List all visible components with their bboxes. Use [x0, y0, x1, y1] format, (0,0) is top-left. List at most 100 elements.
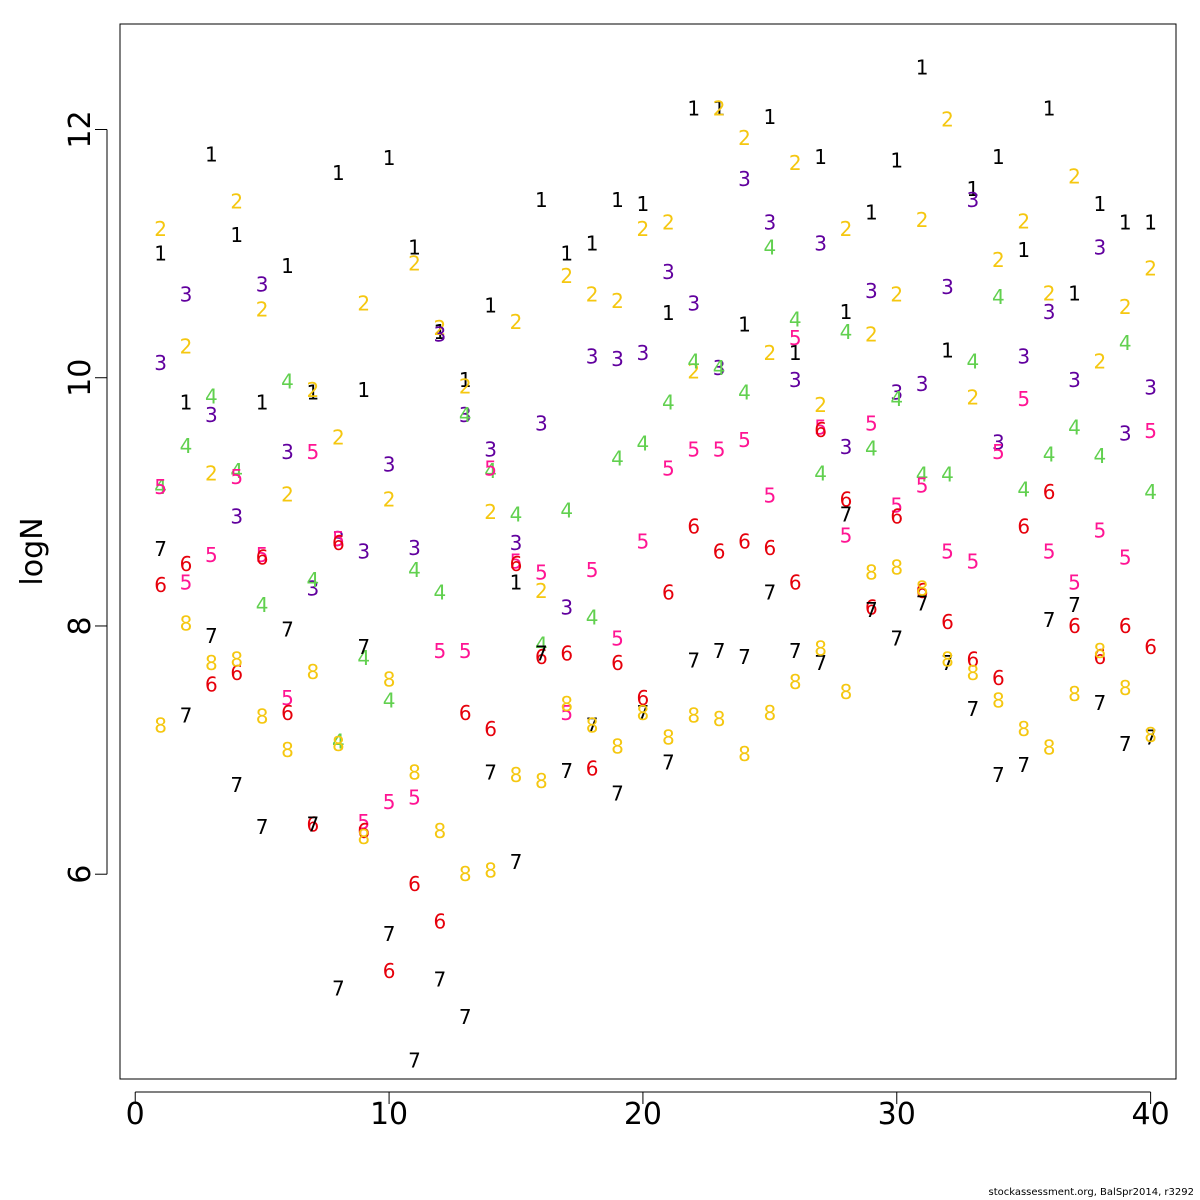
data-point-2: 2 — [840, 217, 853, 241]
data-point-6: 6 — [484, 717, 497, 741]
data-point-1: 1 — [1017, 238, 1030, 262]
data-point-2: 2 — [789, 151, 802, 175]
data-point-5: 5 — [484, 456, 497, 480]
data-point-1: 1 — [1144, 211, 1157, 235]
data-point-1: 1 — [510, 571, 523, 595]
data-point-2: 2 — [611, 289, 624, 313]
data-point-3: 3 — [154, 351, 167, 375]
data-point-2: 2 — [357, 291, 370, 315]
data-point-4: 4 — [814, 461, 827, 485]
data-point-8: 8 — [357, 825, 370, 849]
data-point-5: 5 — [510, 549, 523, 573]
data-point-3: 3 — [1093, 235, 1106, 259]
data-point-3: 3 — [459, 403, 472, 427]
data-point-5: 5 — [383, 790, 396, 814]
data-point-8: 8 — [1017, 717, 1030, 741]
data-point-4: 4 — [535, 633, 548, 657]
data-point-8: 8 — [789, 670, 802, 694]
data-point-7: 7 — [1119, 732, 1132, 756]
data-point-1: 1 — [484, 294, 497, 318]
data-point-1: 1 — [357, 378, 370, 402]
data-point-8: 8 — [611, 734, 624, 758]
credit-text: stockassessment.org, BalSpr2014, r3292 — [988, 1187, 1194, 1198]
data-point-3: 3 — [230, 505, 243, 529]
data-point-8: 8 — [332, 732, 345, 756]
data-point-5: 5 — [890, 494, 903, 518]
data-point-5: 5 — [763, 484, 776, 508]
data-point-6: 6 — [637, 686, 650, 710]
data-point-4: 4 — [459, 403, 472, 427]
data-point-1: 1 — [180, 391, 193, 415]
data-point-5: 5 — [256, 543, 269, 567]
data-point-5: 5 — [967, 549, 980, 573]
data-point-3: 3 — [1017, 345, 1030, 369]
data-point-7: 7 — [408, 1048, 421, 1072]
data-point-3: 3 — [789, 368, 802, 392]
data-point-4: 4 — [713, 356, 726, 380]
data-point-2: 2 — [1144, 257, 1157, 281]
data-point-3: 3 — [941, 275, 954, 299]
data-point-8: 8 — [408, 760, 421, 784]
data-point-6: 6 — [230, 661, 243, 685]
data-point-8: 8 — [535, 769, 548, 793]
data-point-4: 4 — [205, 384, 218, 408]
data-point-1: 1 — [611, 188, 624, 212]
data-point-7: 7 — [459, 1005, 472, 1029]
data-point-7: 7 — [662, 751, 675, 775]
data-point-8: 8 — [433, 819, 446, 843]
data-point-4: 4 — [586, 605, 599, 629]
data-point-5: 5 — [205, 543, 218, 567]
x-axis: 0 10 20 30 40 — [126, 1091, 1170, 1132]
data-point-5: 5 — [433, 639, 446, 663]
data-point-4: 4 — [916, 463, 929, 487]
data-point-8: 8 — [662, 726, 675, 750]
data-point-5: 5 — [560, 701, 573, 725]
data-point-1: 1 — [560, 242, 573, 266]
data-point-4: 4 — [408, 558, 421, 582]
data-point-8: 8 — [256, 705, 269, 729]
data-point-2: 2 — [230, 189, 243, 213]
data-point-2: 2 — [560, 264, 573, 288]
data-point-1: 1 — [383, 146, 396, 170]
data-point-2: 2 — [1017, 209, 1030, 233]
data-point-6: 6 — [662, 580, 675, 604]
data-point-8: 8 — [687, 703, 700, 727]
data-point-7: 7 — [586, 713, 599, 737]
y-axis: 6 8 10 12 — [63, 110, 108, 884]
data-point-6: 6 — [281, 701, 294, 725]
data-point-2: 2 — [535, 579, 548, 603]
data-point-1: 1 — [916, 55, 929, 79]
data-point-2: 2 — [637, 217, 650, 241]
data-point-5: 5 — [611, 626, 624, 650]
data-point-6: 6 — [738, 530, 751, 554]
data-point-6: 6 — [687, 515, 700, 539]
data-point-4: 4 — [967, 350, 980, 374]
data-point-4: 4 — [763, 235, 776, 259]
data-point-8: 8 — [738, 742, 751, 766]
data-point-5: 5 — [408, 785, 421, 809]
data-point-3: 3 — [256, 273, 269, 297]
data-point-8: 8 — [1144, 723, 1157, 747]
data-point-6: 6 — [941, 610, 954, 634]
data-point-8: 8 — [967, 661, 980, 685]
data-point-7: 7 — [1068, 593, 1081, 617]
data-point-3: 3 — [484, 438, 497, 462]
data-point-6: 6 — [256, 546, 269, 570]
data-point-3: 3 — [687, 291, 700, 315]
data-point-1: 1 — [307, 381, 320, 405]
data-point-2: 2 — [687, 360, 700, 384]
data-point-3: 3 — [967, 188, 980, 212]
data-point-4: 4 — [484, 459, 497, 483]
data-point-4: 4 — [332, 729, 345, 753]
data-point-4: 4 — [154, 475, 167, 499]
plot-frame — [119, 23, 1177, 1080]
data-point-1: 1 — [281, 254, 294, 278]
data-point-5: 5 — [687, 438, 700, 462]
data-point-7: 7 — [307, 813, 320, 837]
data-point-8: 8 — [586, 713, 599, 737]
data-point-7: 7 — [865, 598, 878, 622]
data-point-8: 8 — [1043, 736, 1056, 760]
data-point-1: 1 — [408, 235, 421, 259]
data-point-8: 8 — [1068, 682, 1081, 706]
data-point-2: 2 — [992, 248, 1005, 272]
